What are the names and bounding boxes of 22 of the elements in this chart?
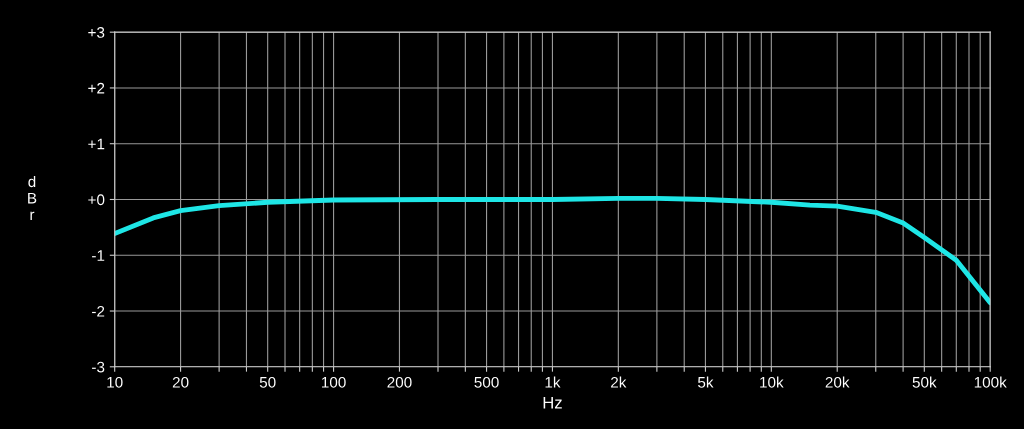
y-tick-label: -3: [92, 361, 105, 373]
x-tick-label: 50: [259, 376, 276, 388]
y-tick-label: -2: [92, 305, 105, 317]
x-tick-label: 100: [321, 376, 346, 388]
y-tick-label: +0: [88, 194, 105, 206]
x-tick-label: 10k: [760, 376, 784, 388]
x-tick-label: 500: [474, 376, 499, 388]
x-tick-label: 200: [387, 376, 412, 388]
x-axis-title: Hz: [543, 396, 562, 409]
x-tick-label: 20: [172, 376, 189, 388]
x-tick-label: 1k: [545, 376, 561, 388]
x-tick-label: 20k: [825, 376, 850, 388]
x-tick-label: 50k: [912, 376, 937, 388]
y-tick-label: +3: [88, 27, 105, 38]
y-tick-label: -1: [92, 250, 105, 261]
x-tick-label: 5k: [697, 376, 714, 388]
y-tick-label: +2: [88, 82, 105, 94]
x-tick-label: 100k: [974, 376, 1007, 388]
x-tick-label: 2k: [611, 376, 627, 388]
y-axis-title: d B r: [28, 175, 37, 220]
y-tick-label: +1: [88, 138, 105, 150]
x-tick-label: 10: [107, 376, 123, 388]
